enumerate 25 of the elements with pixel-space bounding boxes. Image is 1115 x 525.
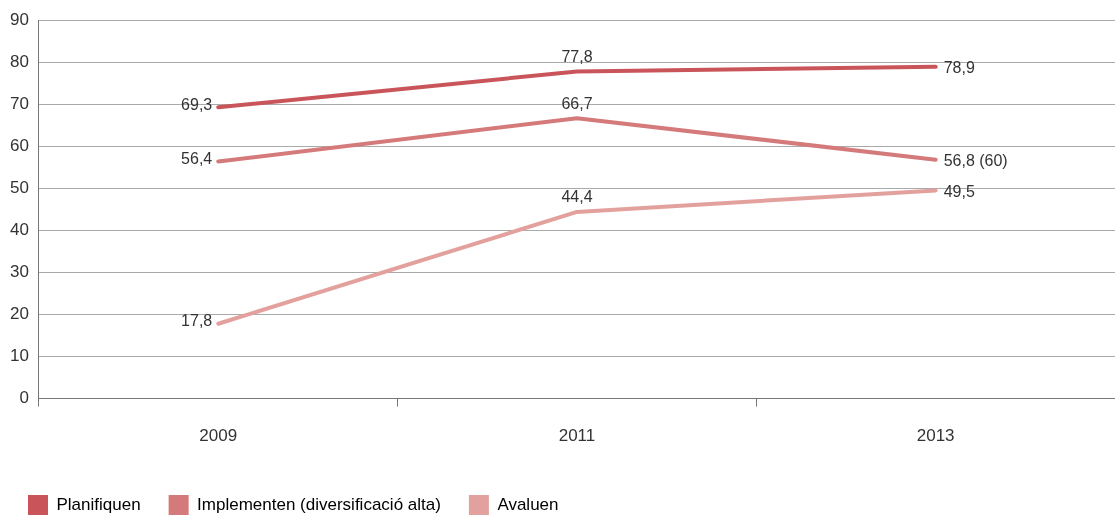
data-label: 69,3	[181, 95, 213, 113]
data-label: 44,4	[561, 188, 593, 206]
legend-label: Avaluen	[497, 494, 559, 514]
y-tick-label: 20	[9, 304, 29, 324]
data-label: 77,8	[561, 47, 593, 65]
data-label: 56,8 (60)	[943, 152, 1008, 170]
legend-label: Planifiquen	[56, 494, 141, 514]
data-label: 78,9	[943, 59, 975, 77]
x-tick-label: 2009	[199, 426, 238, 446]
x-tick-label: 2011	[558, 426, 596, 446]
legend-label: Implementen (diversificació alta)	[197, 494, 441, 514]
y-tick-label: 80	[9, 51, 29, 71]
y-tick-label: 30	[9, 262, 29, 282]
data-label: 66,7	[561, 94, 593, 112]
y-tick-label: 90	[9, 9, 29, 29]
y-tick-label: 70	[9, 93, 29, 113]
y-tick-label: 10	[9, 346, 29, 366]
x-tick-label: 2013	[916, 426, 955, 446]
data-label: 56,4	[181, 149, 213, 167]
data-label: 17,8	[181, 312, 213, 330]
data-label: 49,5	[943, 182, 975, 200]
y-tick-label: 60	[9, 136, 29, 156]
y-tick-label: 0	[19, 388, 29, 408]
y-tick-label: 50	[9, 178, 29, 198]
y-tick-label: 40	[9, 220, 29, 240]
